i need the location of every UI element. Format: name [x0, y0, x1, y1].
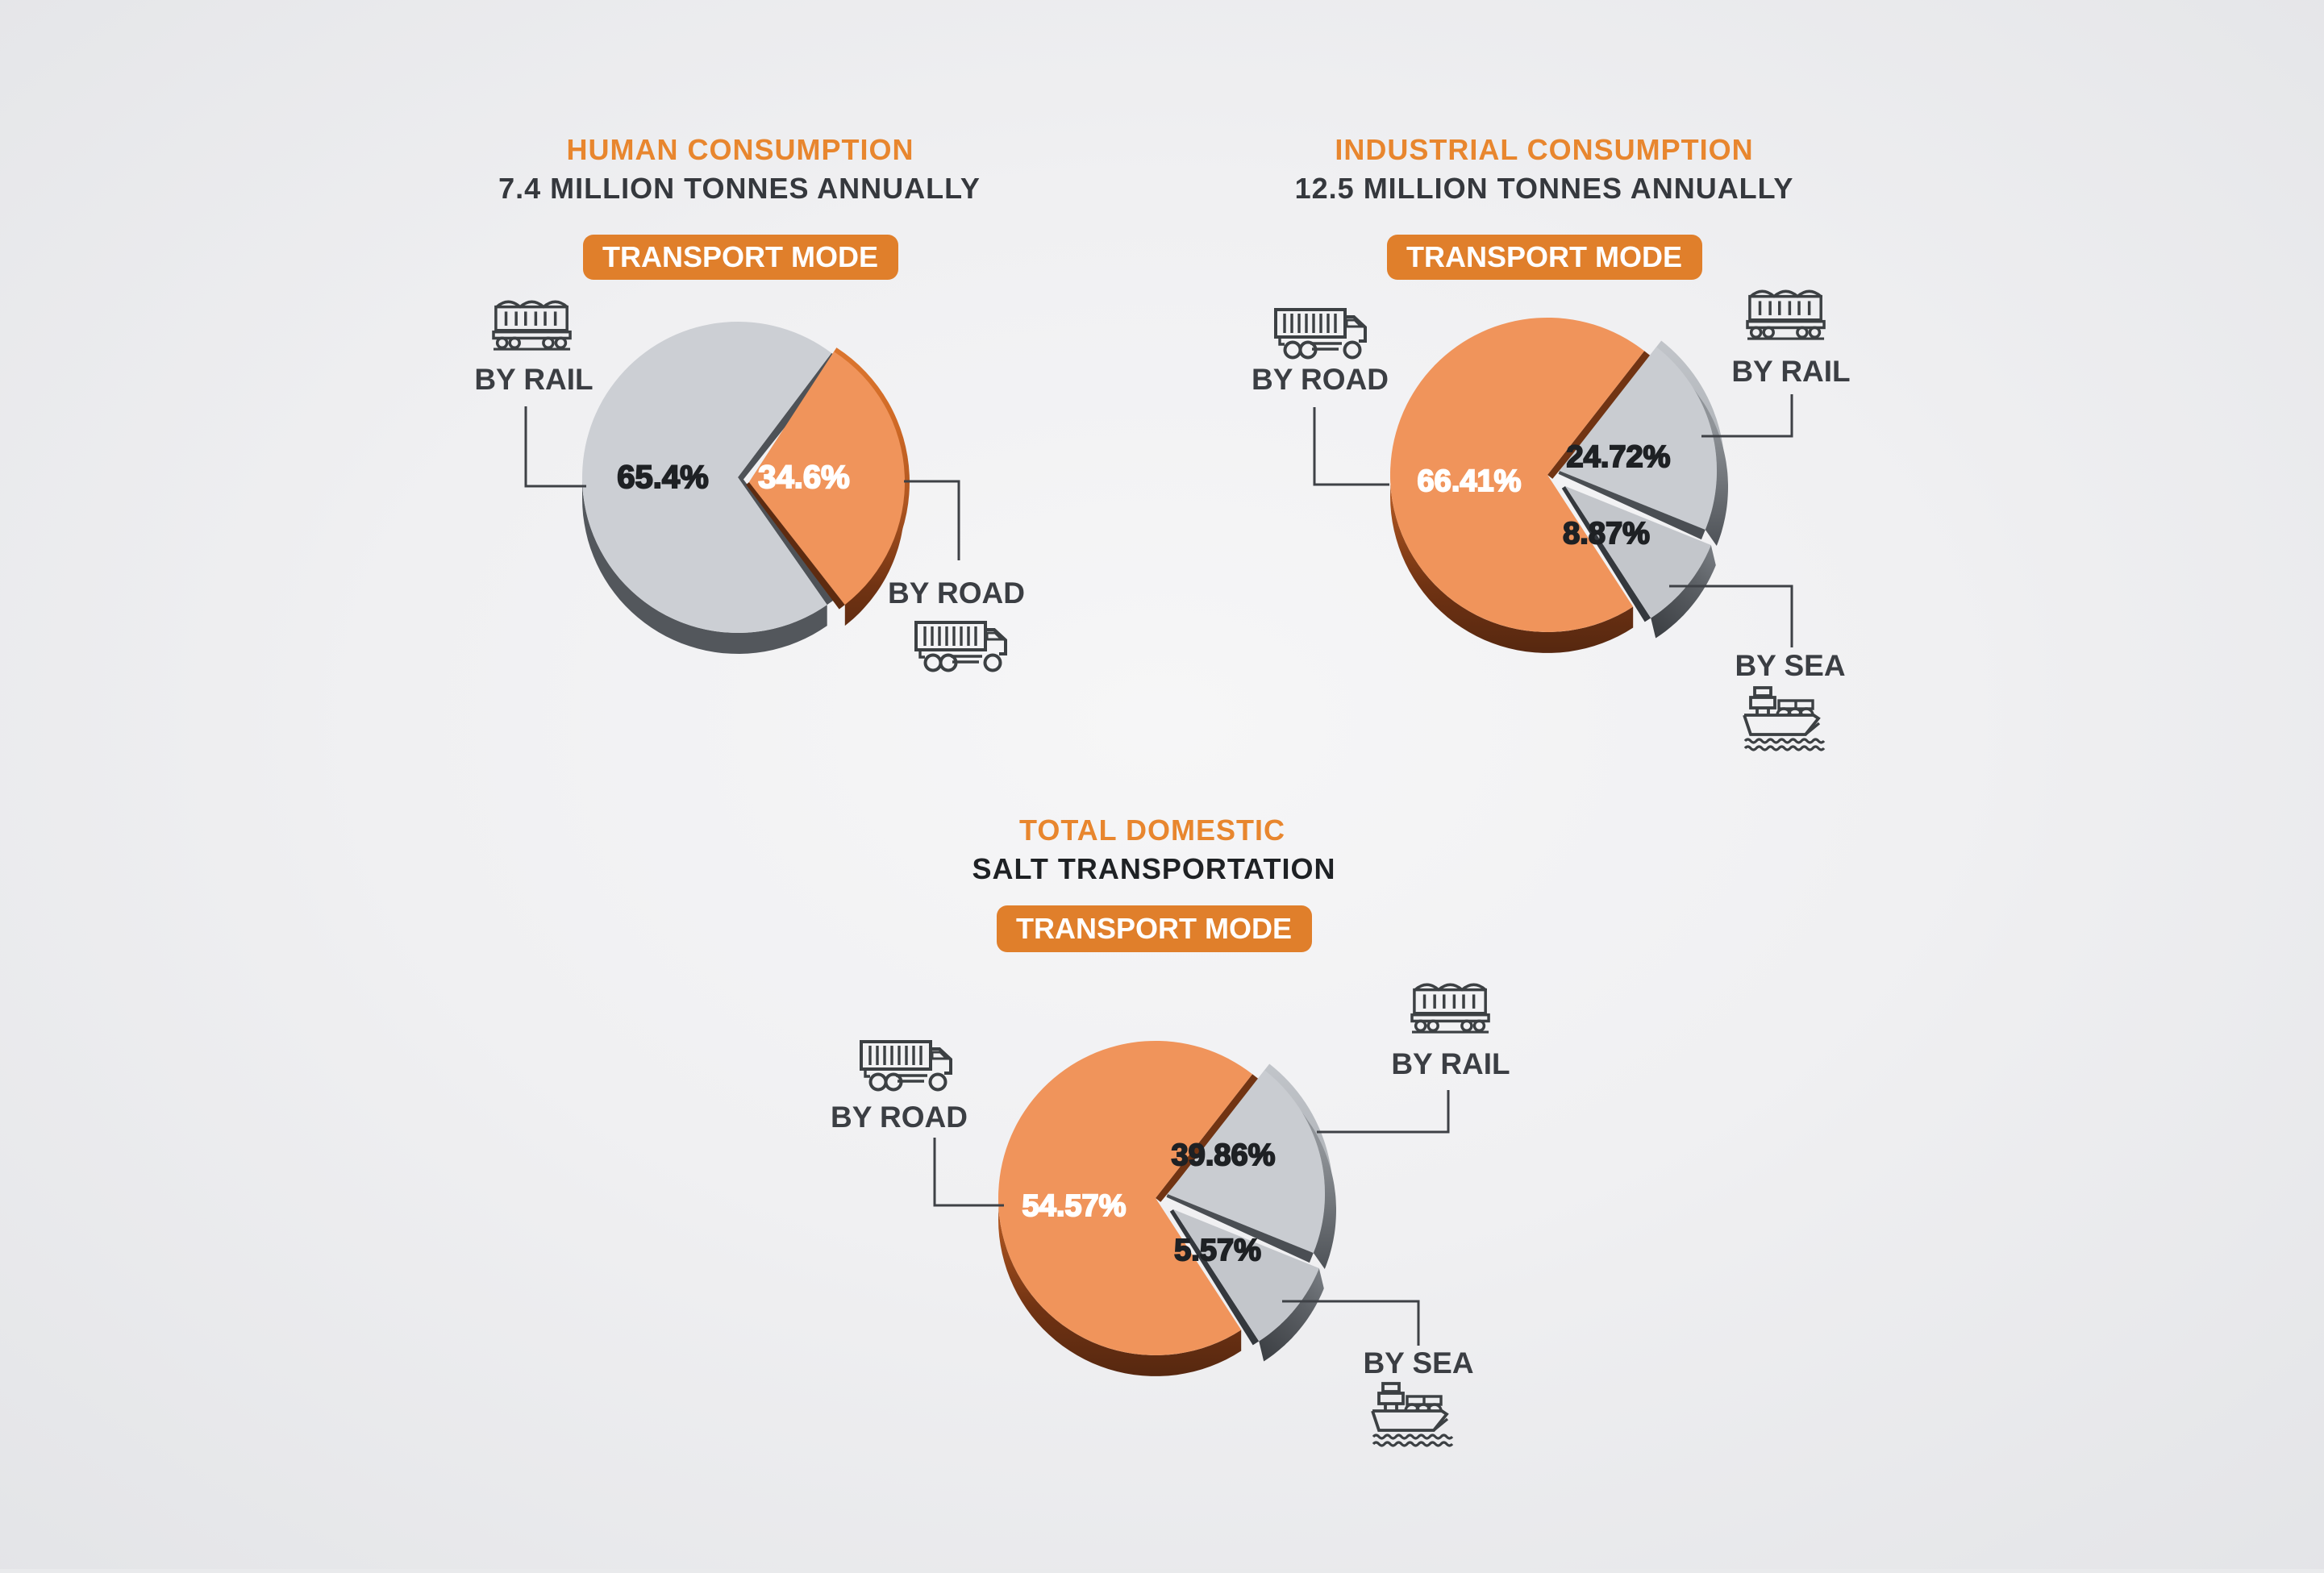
svg-text:BY SEA: BY SEA: [1735, 649, 1845, 682]
svg-text:TRANSPORT MODE: TRANSPORT MODE: [1016, 912, 1292, 945]
svg-text:BY SEA: BY SEA: [1363, 1346, 1473, 1379]
svg-text:65.4%: 65.4%: [617, 460, 708, 495]
svg-text:BY RAIL: BY RAIL: [474, 363, 593, 396]
svg-text:24.72%: 24.72%: [1567, 440, 1671, 474]
svg-text:8.87%: 8.87%: [1563, 517, 1650, 551]
svg-text:BY ROAD: BY ROAD: [1252, 363, 1389, 396]
svg-text:54.57%: 54.57%: [1022, 1189, 1127, 1223]
svg-text:12.5 MILLION TONNES ANNUALLY: 12.5 MILLION TONNES ANNUALLY: [1295, 172, 1794, 205]
svg-text:HUMAN CONSUMPTION: HUMAN CONSUMPTION: [567, 133, 914, 166]
svg-text:39.86%: 39.86%: [1172, 1138, 1276, 1172]
svg-text:7.4 MILLION TONNES ANNUALLY: 7.4 MILLION TONNES ANNUALLY: [498, 172, 981, 205]
svg-text:BY ROAD: BY ROAD: [831, 1101, 968, 1134]
svg-text:TRANSPORT MODE: TRANSPORT MODE: [602, 240, 878, 273]
svg-text:5.57%: 5.57%: [1174, 1234, 1261, 1267]
svg-text:INDUSTRIAL CONSUMPTION: INDUSTRIAL CONSUMPTION: [1335, 133, 1753, 166]
svg-text:BY ROAD: BY ROAD: [888, 576, 1025, 610]
svg-text:TOTAL DOMESTIC: TOTAL DOMESTIC: [1019, 814, 1285, 847]
svg-text:66.41%: 66.41%: [1418, 464, 1522, 498]
svg-text:TRANSPORT MODE: TRANSPORT MODE: [1406, 240, 1682, 273]
svg-text:BY RAIL: BY RAIL: [1731, 355, 1850, 388]
svg-text:BY RAIL: BY RAIL: [1391, 1047, 1510, 1080]
svg-text:SALT TRANSPORTATION: SALT TRANSPORTATION: [972, 852, 1336, 885]
svg-text:34.6%: 34.6%: [758, 460, 849, 495]
